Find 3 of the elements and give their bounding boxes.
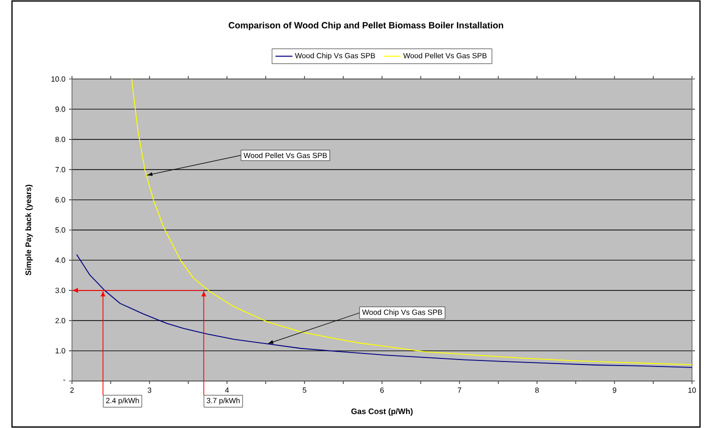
line-series <box>131 78 692 366</box>
line-series <box>76 254 692 368</box>
chart-title: Comparison of Wood Chip and Pellet Biomass Boiler Installation <box>228 22 504 30</box>
